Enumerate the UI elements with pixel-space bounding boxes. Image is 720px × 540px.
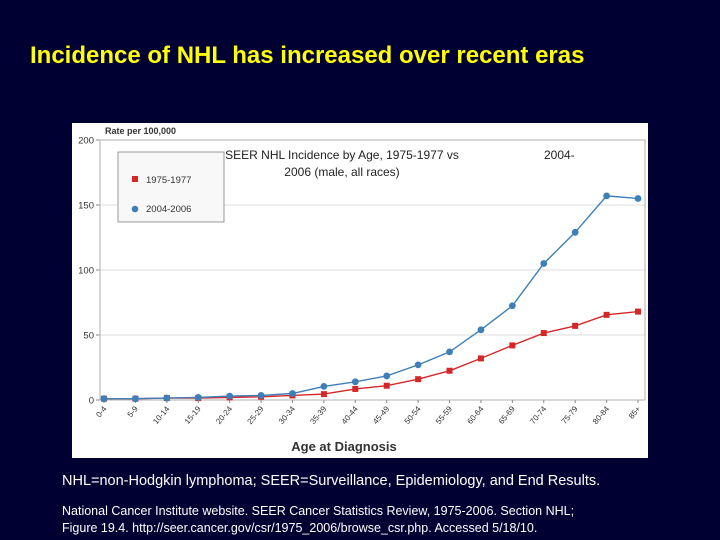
x-tick-label: 10-14 bbox=[151, 404, 171, 426]
x-tick-label: 25-29 bbox=[246, 404, 266, 426]
data-point-2004-2006 bbox=[194, 394, 202, 401]
series-marks bbox=[100, 192, 642, 403]
x-tick-label: 20-24 bbox=[214, 404, 234, 426]
y-tick-label: 150 bbox=[78, 201, 94, 212]
data-point-2004-2006 bbox=[634, 195, 642, 202]
data-point-2004-2006 bbox=[320, 382, 328, 390]
chart-title-fragment: 2004- bbox=[544, 148, 575, 162]
x-tick-label: 40-44 bbox=[340, 404, 360, 426]
y-tick-label: 0 bbox=[89, 396, 94, 407]
x-axis-label: Age at Diagnosis bbox=[291, 439, 396, 454]
data-point-1975-1977 bbox=[603, 311, 610, 318]
data-point-1975-1977 bbox=[540, 330, 547, 337]
y-tick-labels: 0 50 100 150 200 bbox=[78, 136, 94, 407]
data-point-2004-2006 bbox=[477, 326, 485, 334]
citation-line-2: Figure 19.4. http://seer.cancer.gov/csr/… bbox=[62, 521, 538, 535]
x-tick-label: 35-39 bbox=[308, 404, 328, 426]
series-line-2004-2006 bbox=[104, 195, 639, 400]
data-point-2004-2006 bbox=[603, 192, 610, 200]
legend-label-1975: 1975-1977 bbox=[146, 175, 191, 186]
series-line-1975-1977 bbox=[104, 310, 639, 400]
legend-marker-1975 bbox=[132, 176, 138, 182]
plot-frame bbox=[99, 139, 646, 401]
x-tick-label: 55-59 bbox=[434, 404, 454, 426]
x-tick-label: 30-34 bbox=[277, 404, 297, 426]
legend: 1975-1977 2004-2006 bbox=[117, 151, 225, 223]
data-point-2004-2006 bbox=[289, 390, 296, 397]
chart-title-line1: SEER NHL Incidence by Age, 1975-1977 vs bbox=[225, 148, 459, 162]
chart-svg: 0 50 100 150 200 0-4 5-9 10-14 15-19 20-24 25-29 3… bbox=[78, 126, 646, 454]
y-tick-label: 100 bbox=[78, 266, 94, 277]
data-point-1975-1977 bbox=[383, 382, 390, 389]
x-tick-label: 65-69 bbox=[497, 404, 517, 426]
slide-title: Incidence of NHL has increased over rece… bbox=[30, 42, 585, 69]
x-tick-labels: 0-4 5-9 10-14 15-19 20-24 25-29 30-34 35-39 40-4… bbox=[94, 400, 643, 426]
data-point-2004-2006 bbox=[100, 395, 108, 403]
x-tick-label: 60-64 bbox=[465, 404, 485, 426]
data-point-2004-2006 bbox=[351, 378, 359, 386]
y-tick-label: 200 bbox=[78, 136, 94, 147]
data-point-2004-2006 bbox=[508, 302, 516, 310]
y-axis-label: Rate per 100,000 bbox=[105, 126, 176, 136]
data-point-2004-2006 bbox=[163, 394, 171, 402]
series-lines bbox=[104, 195, 639, 400]
chart-title-line2: 2006 (male, all races) bbox=[284, 165, 399, 179]
legend-label-2004: 2004-2006 bbox=[146, 204, 191, 215]
data-point-2004-2006 bbox=[257, 392, 265, 399]
data-point-1975-1977 bbox=[446, 367, 453, 374]
y-tick-label: 50 bbox=[83, 331, 94, 342]
data-point-1975-1977 bbox=[415, 376, 422, 383]
citation: National Cancer Institute website. SEER … bbox=[62, 503, 702, 537]
data-point-2004-2006 bbox=[540, 260, 548, 267]
x-tick-label: 75-79 bbox=[560, 404, 580, 426]
data-point-1975-1977 bbox=[352, 385, 359, 392]
chart-panel: 0 50 100 150 200 0-4 5-9 10-14 15-19 20-24 25-29 3… bbox=[72, 123, 648, 458]
data-point-1975-1977 bbox=[572, 322, 579, 329]
data-point-1975-1977 bbox=[635, 308, 641, 315]
x-tick-label: 15-19 bbox=[183, 404, 203, 426]
data-point-1975-1977 bbox=[477, 355, 484, 362]
x-tick-label: 80-84 bbox=[591, 404, 611, 426]
data-point-1975-1977 bbox=[509, 342, 516, 349]
x-tick-label: 0-4 bbox=[94, 404, 109, 419]
data-point-1975-1977 bbox=[320, 391, 327, 398]
legend-marker-2004 bbox=[131, 205, 139, 213]
data-point-2004-2006 bbox=[383, 372, 391, 380]
x-tick-label: 50-54 bbox=[403, 404, 423, 426]
abbreviations-note: NHL=non-Hodgkin lymphoma; SEER=Surveilla… bbox=[62, 473, 601, 489]
data-point-2004-2006 bbox=[414, 361, 422, 369]
data-point-2004-2006 bbox=[571, 228, 579, 236]
x-tick-label: 70-74 bbox=[528, 404, 548, 426]
x-tick-label: 5-9 bbox=[126, 404, 141, 419]
data-point-2004-2006 bbox=[446, 348, 453, 356]
data-point-2004-2006 bbox=[132, 395, 139, 403]
citation-line-1: National Cancer Institute website. SEER … bbox=[62, 504, 575, 518]
x-tick-label: 85+ bbox=[627, 404, 643, 420]
data-point-2004-2006 bbox=[226, 392, 234, 400]
x-tick-label: 45-49 bbox=[371, 404, 391, 426]
